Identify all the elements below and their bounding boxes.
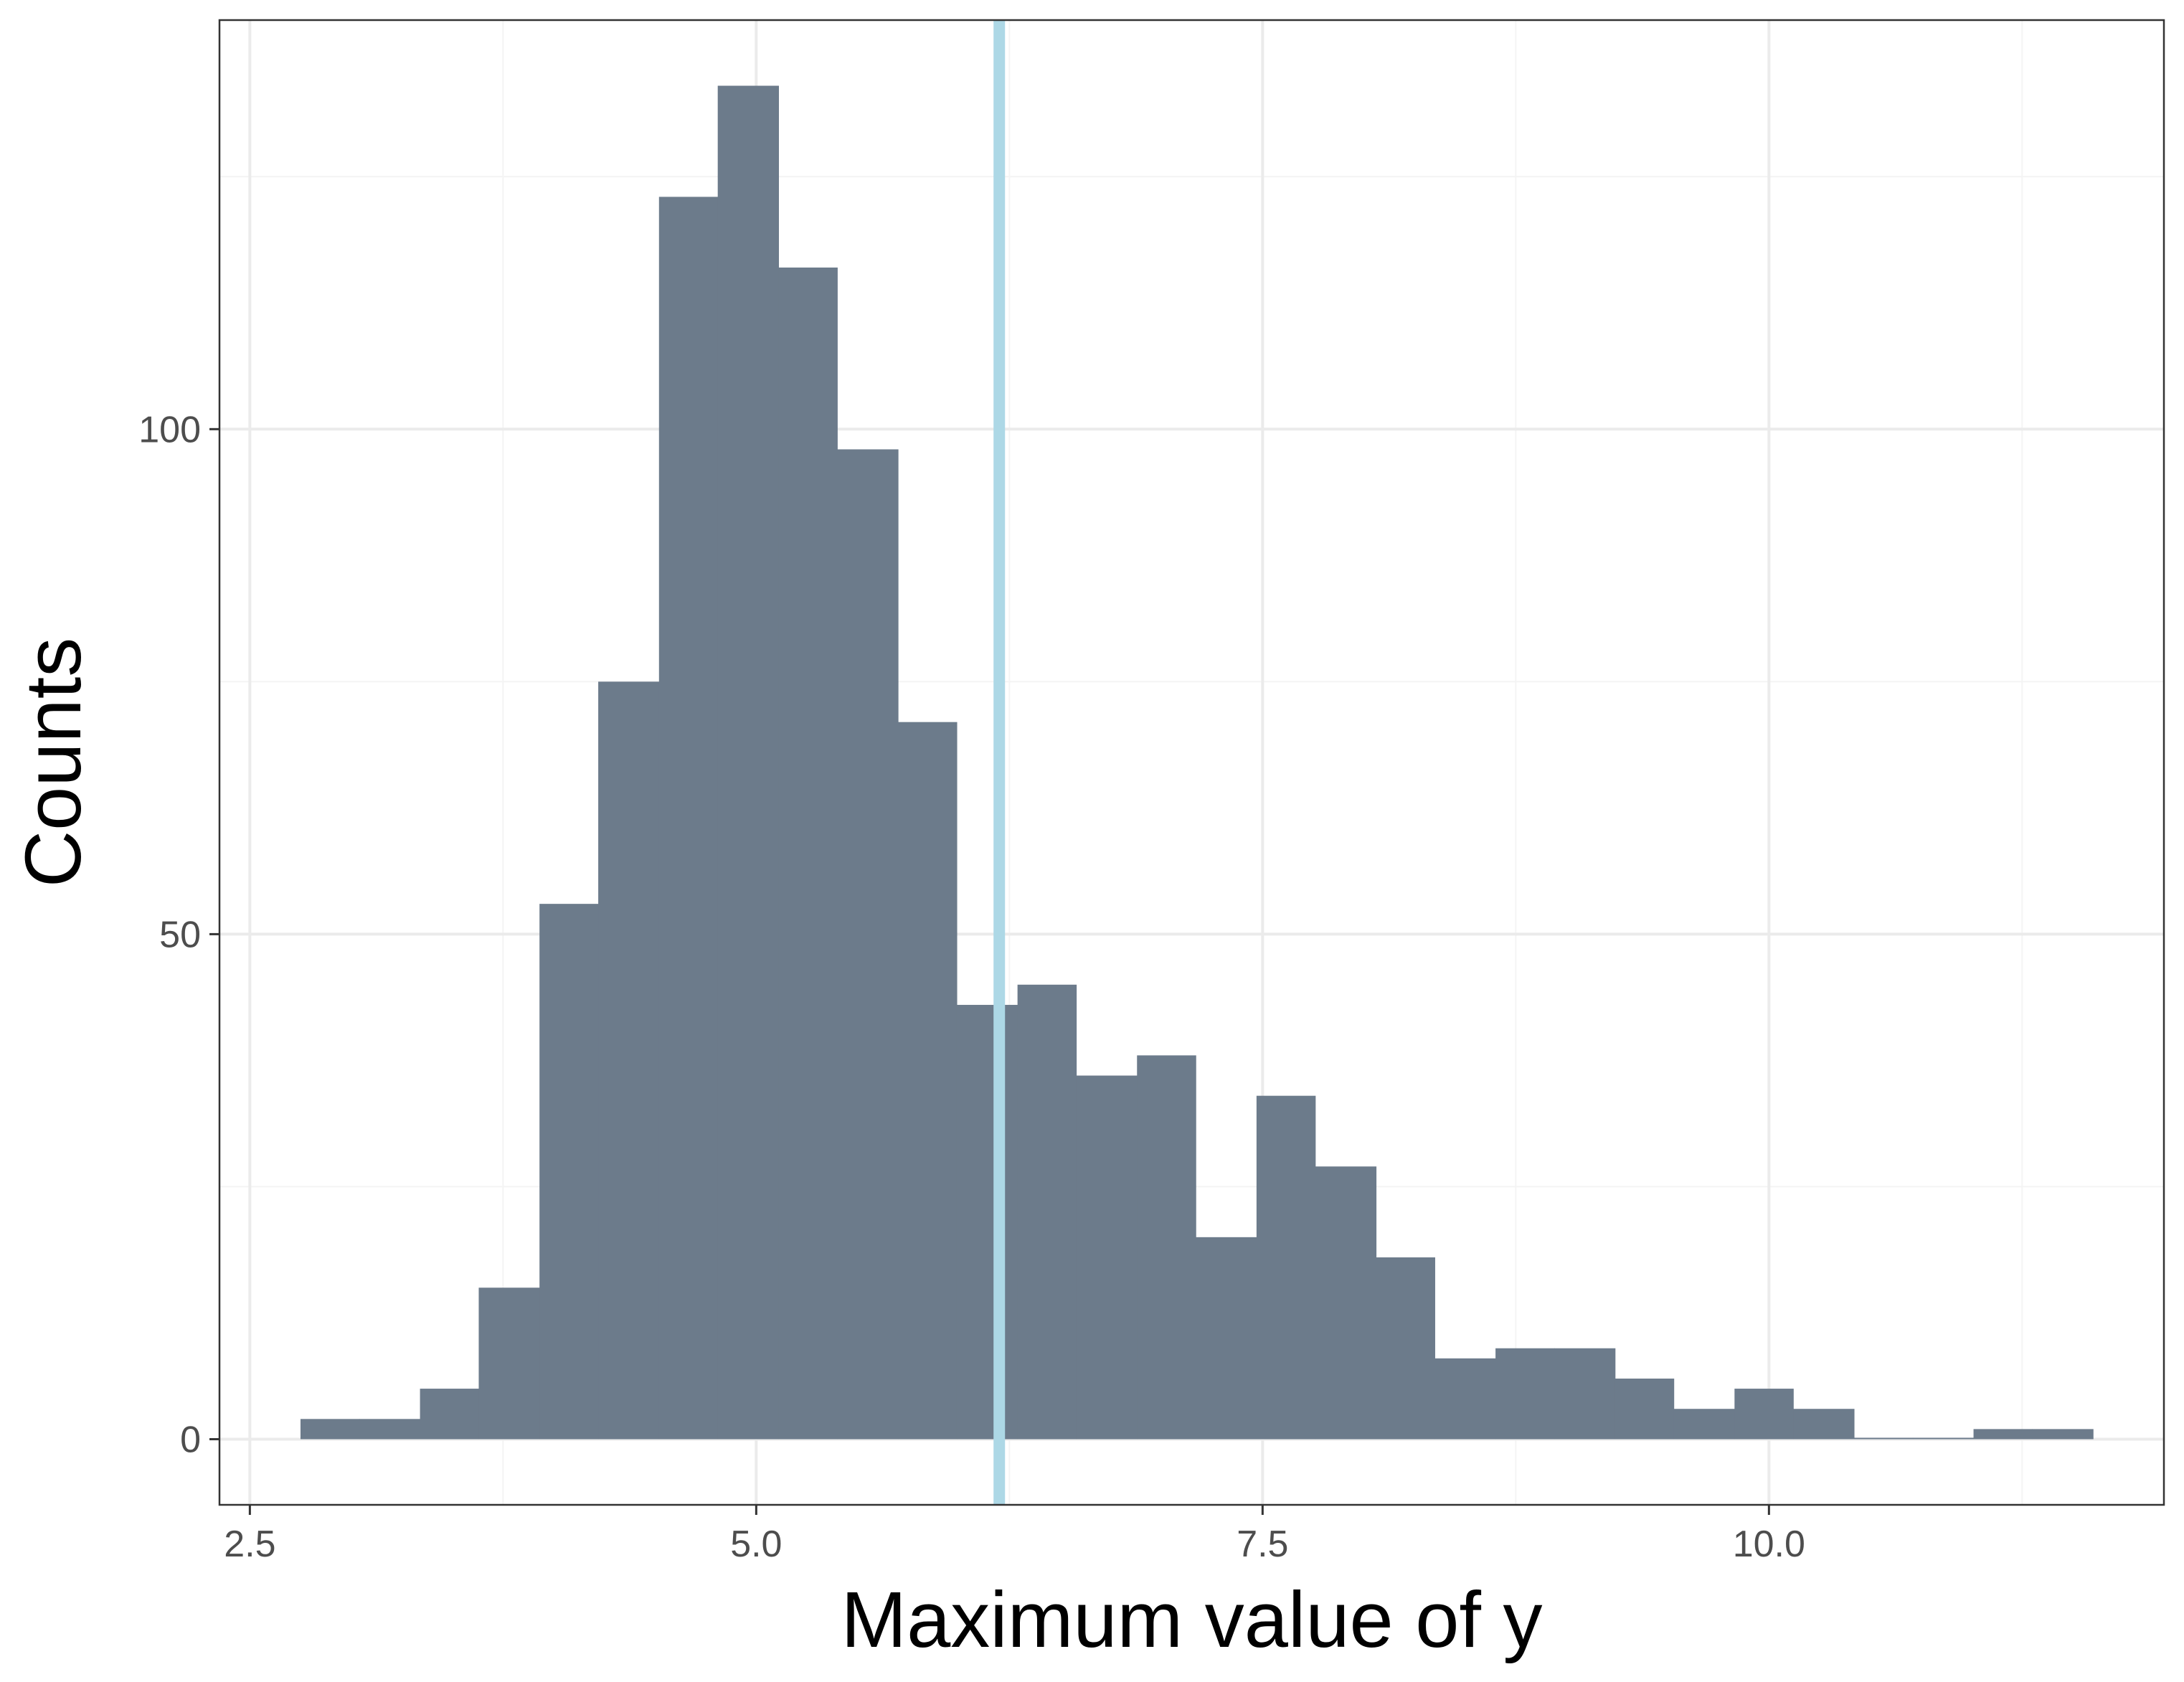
histogram-bar-20 <box>1434 1358 1496 1440</box>
histogram-bar-7 <box>658 197 719 1440</box>
y-tick-label: 50 <box>159 914 201 955</box>
x-axis-title: Maximum value of y <box>841 1576 1542 1664</box>
histogram-bar-15 <box>1137 1055 1196 1440</box>
histogram-bar-11 <box>898 722 958 1440</box>
histogram-bar-6 <box>598 681 660 1440</box>
x-tick-label: 10.0 <box>1733 1523 1805 1565</box>
y-axis-ticks: 0 50 100 <box>138 409 219 1460</box>
histogram-bar-26 <box>1793 1409 1855 1440</box>
y-tick-label: 0 <box>180 1419 201 1460</box>
histogram-bar-9 <box>778 268 838 1440</box>
y-tick-label: 100 <box>138 409 201 450</box>
x-axis-ticks: 2.5 5.0 7.5 10.0 <box>224 1505 1805 1565</box>
histogram-bar-3 <box>420 1389 480 1440</box>
histogram-bar-22 <box>1554 1348 1616 1440</box>
histogram-bar-17 <box>1256 1095 1316 1440</box>
histogram-bar-10 <box>837 449 899 1440</box>
histogram-bar-28 <box>1912 1437 1975 1440</box>
histogram-bar-5 <box>539 904 599 1440</box>
histogram-bar-18 <box>1315 1166 1377 1440</box>
histogram-bar-13 <box>1017 984 1077 1440</box>
histogram-bar-2 <box>359 1419 421 1440</box>
x-tick-label: 7.5 <box>1237 1523 1288 1565</box>
y-axis-title: Counts <box>9 638 98 888</box>
histogram-bar-21 <box>1495 1348 1555 1440</box>
histogram-bar-16 <box>1196 1237 1257 1440</box>
histogram-bar-25 <box>1734 1389 1794 1440</box>
histogram-bar-23 <box>1615 1378 1675 1440</box>
histogram-bar-4 <box>478 1288 540 1440</box>
histogram-bar-19 <box>1376 1257 1435 1440</box>
histogram-bar-14 <box>1076 1075 1138 1440</box>
histogram-bar-1 <box>300 1419 360 1440</box>
x-tick-label: 5.0 <box>730 1523 782 1565</box>
histogram-bars <box>300 85 2094 1440</box>
histogram-bar-24 <box>1673 1409 1735 1440</box>
histogram-bar-27 <box>1853 1437 1914 1440</box>
panel-border <box>218 19 2165 1506</box>
histogram-bar-29 <box>1973 1429 2033 1440</box>
histogram-bar-12 <box>956 1004 1018 1440</box>
histogram-bar-8 <box>717 85 780 1440</box>
histogram-bar-30 <box>2032 1429 2094 1440</box>
x-tick-label: 2.5 <box>224 1523 275 1565</box>
